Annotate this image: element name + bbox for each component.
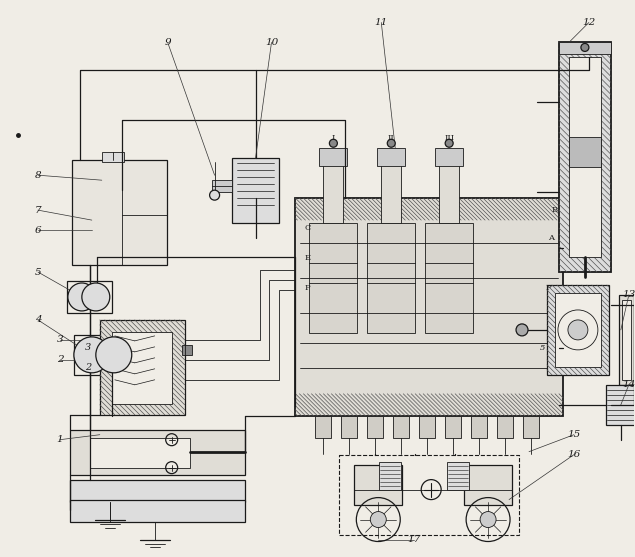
Text: 3: 3 bbox=[84, 343, 91, 353]
Text: 5: 5 bbox=[35, 267, 41, 276]
Circle shape bbox=[330, 139, 337, 147]
Text: 17: 17 bbox=[408, 535, 421, 544]
Text: 2: 2 bbox=[84, 363, 91, 372]
Bar bbox=[569, 57, 601, 257]
Bar bbox=[70, 429, 244, 475]
Bar bbox=[381, 163, 401, 223]
Bar bbox=[70, 480, 244, 502]
Text: 7: 7 bbox=[35, 206, 41, 214]
Circle shape bbox=[68, 283, 96, 311]
Text: A: A bbox=[548, 234, 554, 242]
Text: 11: 11 bbox=[375, 18, 388, 27]
Bar bbox=[112, 332, 171, 404]
Text: 1: 1 bbox=[57, 435, 64, 444]
Bar bbox=[316, 416, 331, 438]
Circle shape bbox=[370, 511, 386, 527]
Circle shape bbox=[82, 283, 110, 311]
Bar bbox=[74, 335, 134, 375]
Circle shape bbox=[210, 190, 220, 200]
Bar bbox=[425, 223, 473, 333]
Circle shape bbox=[387, 139, 395, 147]
Text: 6: 6 bbox=[35, 226, 41, 234]
Text: 2: 2 bbox=[57, 355, 64, 364]
Bar bbox=[447, 462, 469, 490]
Bar bbox=[619, 295, 634, 385]
Bar bbox=[439, 163, 459, 223]
Text: 10: 10 bbox=[265, 38, 278, 47]
Text: 13: 13 bbox=[622, 290, 635, 300]
Bar bbox=[70, 500, 244, 521]
Text: 9: 9 bbox=[164, 38, 171, 47]
Bar bbox=[464, 465, 512, 505]
Text: B: B bbox=[552, 206, 558, 214]
Circle shape bbox=[516, 324, 528, 336]
Bar bbox=[182, 345, 192, 355]
Bar bbox=[393, 416, 409, 438]
Circle shape bbox=[96, 337, 131, 373]
Text: 8: 8 bbox=[35, 170, 41, 180]
Bar bbox=[555, 293, 601, 367]
Text: C: C bbox=[304, 224, 311, 232]
Bar bbox=[377, 148, 405, 166]
Text: 14: 14 bbox=[622, 380, 635, 389]
Text: 12: 12 bbox=[582, 18, 596, 27]
Bar bbox=[102, 152, 124, 162]
Bar bbox=[547, 285, 609, 375]
Bar bbox=[419, 416, 435, 438]
Circle shape bbox=[581, 43, 589, 51]
Bar bbox=[445, 416, 461, 438]
Circle shape bbox=[445, 139, 453, 147]
Text: 15: 15 bbox=[567, 430, 580, 439]
Text: III: III bbox=[444, 134, 454, 142]
Bar bbox=[67, 281, 112, 313]
Bar bbox=[559, 42, 611, 272]
Bar bbox=[569, 137, 601, 167]
Bar bbox=[319, 148, 347, 166]
Bar bbox=[72, 160, 167, 265]
Bar bbox=[232, 158, 279, 223]
Bar bbox=[211, 180, 232, 192]
Bar bbox=[471, 416, 487, 438]
Bar bbox=[435, 148, 463, 166]
Bar bbox=[367, 416, 384, 438]
Circle shape bbox=[480, 511, 496, 527]
Text: P: P bbox=[545, 284, 551, 292]
Text: 5: 5 bbox=[540, 344, 545, 352]
Bar bbox=[309, 223, 358, 333]
Bar bbox=[342, 416, 358, 438]
Text: I: I bbox=[331, 134, 335, 142]
Bar bbox=[523, 416, 539, 438]
Bar bbox=[339, 455, 519, 535]
Bar bbox=[622, 300, 631, 380]
Text: P: P bbox=[305, 284, 311, 292]
Text: 3: 3 bbox=[57, 335, 64, 344]
Bar bbox=[354, 465, 402, 505]
Text: 4: 4 bbox=[35, 315, 41, 324]
Bar bbox=[100, 320, 185, 415]
Bar bbox=[497, 416, 513, 438]
Bar bbox=[90, 438, 190, 468]
Text: 16: 16 bbox=[567, 450, 580, 459]
Bar bbox=[559, 42, 611, 55]
Bar bbox=[367, 223, 415, 333]
Circle shape bbox=[74, 337, 110, 373]
Bar bbox=[379, 462, 401, 490]
Bar bbox=[323, 163, 344, 223]
Circle shape bbox=[568, 320, 588, 340]
Text: II: II bbox=[388, 134, 394, 142]
Bar bbox=[295, 198, 563, 416]
Bar bbox=[606, 385, 635, 425]
Text: E: E bbox=[304, 254, 311, 262]
